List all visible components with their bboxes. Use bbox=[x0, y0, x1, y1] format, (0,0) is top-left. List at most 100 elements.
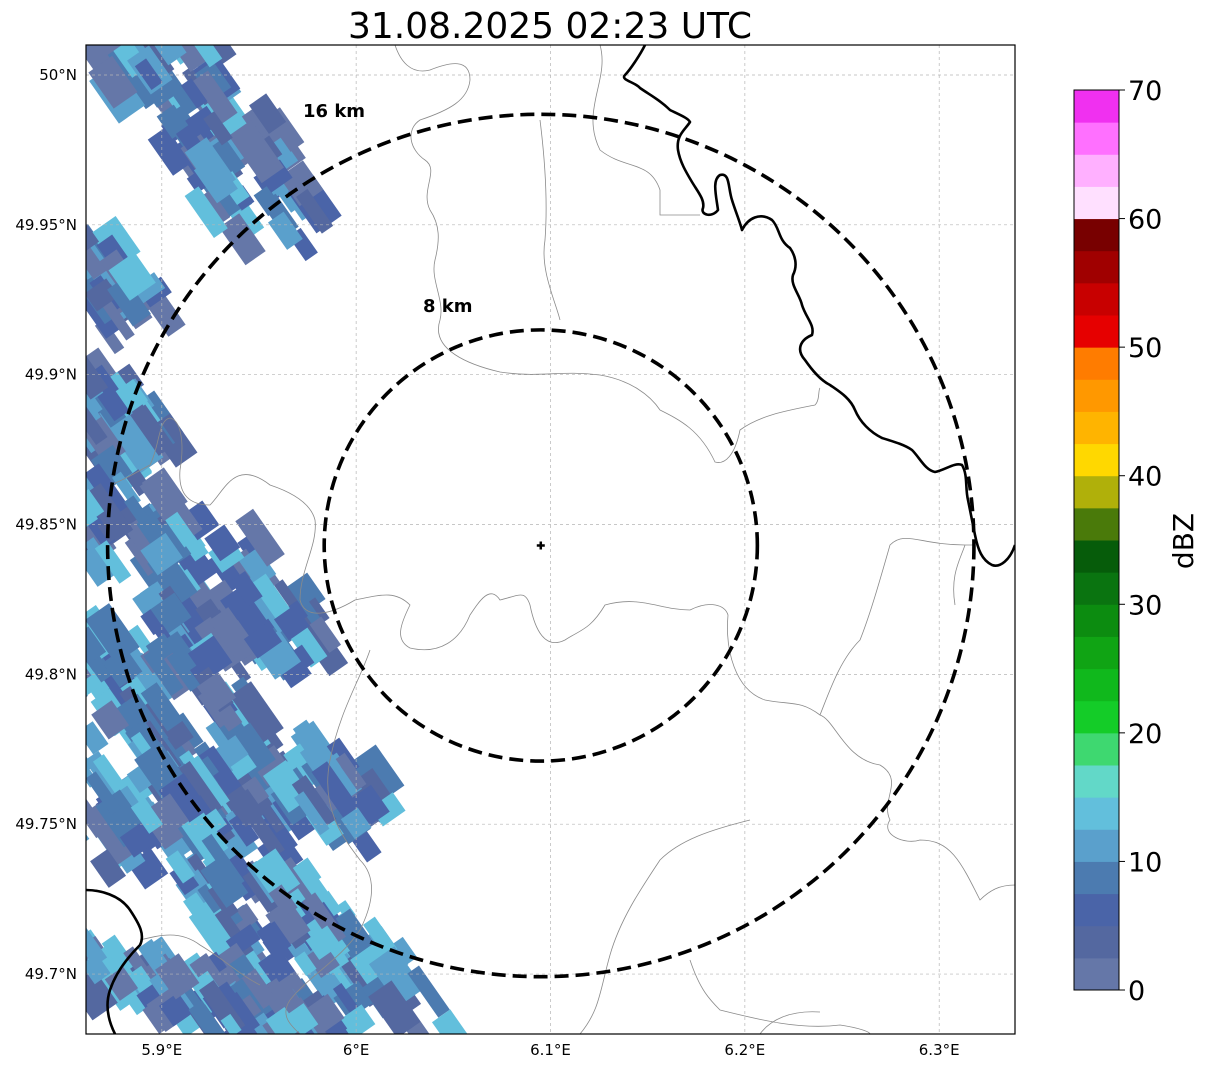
echo-cell bbox=[335, 752, 367, 791]
echo-cell bbox=[368, 946, 425, 1007]
echo-cell bbox=[86, 771, 122, 816]
echo-cell bbox=[43, 757, 83, 801]
colorbar-cell bbox=[1074, 700, 1119, 734]
echo-cell bbox=[86, 212, 100, 260]
boundary-line bbox=[689, 959, 871, 1034]
lat-tick-label: 49.75°N bbox=[15, 815, 77, 833]
lon-tick-label: 6°E bbox=[343, 1041, 370, 1059]
echo-cell bbox=[258, 948, 295, 986]
echo-cell bbox=[139, 473, 182, 522]
echo-cell bbox=[311, 761, 358, 816]
echo-cell bbox=[268, 884, 298, 917]
lat-tick-label: 49.85°N bbox=[15, 516, 77, 534]
admin-boundaries bbox=[109, 45, 1015, 1034]
echo-cell bbox=[431, 1009, 472, 1034]
boundary-line bbox=[539, 119, 561, 321]
echo-cell bbox=[86, 603, 140, 664]
echo-cell bbox=[199, 745, 242, 796]
echo-cell bbox=[279, 160, 324, 207]
echo-cell bbox=[207, 137, 246, 179]
colorbar-cell bbox=[1074, 797, 1119, 830]
colorbar-tick-label: 40 bbox=[1128, 462, 1162, 493]
echo-cell bbox=[108, 252, 156, 301]
echo-cell bbox=[196, 671, 237, 713]
colorbar-tick-label: 70 bbox=[1128, 76, 1162, 107]
colorbar-tick-label: 60 bbox=[1128, 205, 1162, 236]
latitude-tick-labels: 50°N 49.95°N 49.9°N 49.85°N 49.8°N 49.75°N 49.… bbox=[15, 66, 77, 983]
echo-cell bbox=[362, 916, 398, 957]
echo-cell bbox=[101, 934, 136, 974]
colorbar-tick-label: 10 bbox=[1128, 847, 1162, 878]
echo-cell bbox=[193, 1000, 228, 1034]
echo-cell bbox=[186, 169, 211, 194]
colorbar-cell bbox=[1074, 925, 1119, 959]
echo-cell bbox=[86, 657, 103, 701]
colorbar-cell bbox=[1074, 443, 1119, 477]
colorbar-cell bbox=[1074, 861, 1119, 895]
echo-cell bbox=[291, 774, 337, 829]
echo-cell bbox=[166, 650, 201, 692]
echo-cell bbox=[86, 235, 107, 280]
echo-cell bbox=[86, 626, 107, 665]
echo-cell bbox=[147, 126, 192, 176]
echo-cell bbox=[309, 616, 342, 653]
echo-cell bbox=[91, 700, 130, 740]
colorbar-cell bbox=[1074, 186, 1119, 220]
echo-cell bbox=[201, 808, 227, 835]
colorbar-cell bbox=[1074, 829, 1119, 862]
echo-cell bbox=[94, 540, 132, 584]
echo-cell bbox=[165, 850, 196, 884]
colorbar-cell bbox=[1074, 893, 1119, 927]
border-line bbox=[622, 45, 1015, 567]
colorbar-tick-label: 0 bbox=[1128, 976, 1145, 1007]
echo-cell bbox=[96, 45, 134, 56]
echo-cell bbox=[317, 890, 343, 919]
echo-cell bbox=[226, 722, 276, 777]
echo-cell bbox=[104, 966, 139, 1001]
echo-cell bbox=[172, 788, 204, 823]
echo-cell bbox=[296, 188, 334, 234]
range-ring bbox=[322, 328, 760, 763]
echo-cell bbox=[44, 686, 84, 726]
echo-cell bbox=[203, 111, 233, 146]
lon-tick-label: 6.3°E bbox=[919, 1041, 960, 1059]
echo-cell bbox=[407, 965, 450, 1018]
echo-cell bbox=[249, 93, 287, 134]
echo-cell bbox=[142, 45, 175, 76]
colorbar-cell bbox=[1074, 315, 1119, 348]
echo-cell bbox=[338, 1004, 376, 1034]
colorbar-cell bbox=[1074, 636, 1119, 670]
echo-cell bbox=[234, 968, 277, 1015]
colorbar-cell bbox=[1074, 507, 1119, 541]
echo-cell bbox=[192, 70, 238, 124]
echo-cell bbox=[250, 848, 301, 902]
echo-cell bbox=[88, 55, 138, 109]
echo-cell bbox=[130, 797, 164, 834]
echo-cell bbox=[208, 607, 258, 663]
echo-cell bbox=[293, 951, 317, 977]
echo-cell bbox=[93, 819, 134, 865]
colorbar-tick-label: 50 bbox=[1128, 333, 1162, 364]
echo-cell bbox=[229, 681, 284, 743]
colorbar-label: dBZ bbox=[1167, 513, 1200, 569]
echo-cell bbox=[86, 278, 119, 312]
echo-cell bbox=[180, 500, 220, 541]
lon-tick-label: 6.1°E bbox=[530, 1041, 571, 1059]
echo-cell bbox=[340, 807, 372, 840]
lat-tick-label: 49.8°N bbox=[25, 665, 77, 683]
echo-cell bbox=[219, 213, 266, 266]
map-title: 31.08.2025 02:23 UTC bbox=[348, 6, 752, 47]
echo-cell bbox=[265, 899, 311, 947]
colorbar-cell bbox=[1074, 122, 1119, 155]
boundary-line bbox=[592, 45, 700, 216]
echo-cell bbox=[11, 596, 52, 636]
echo-cell bbox=[275, 1029, 312, 1034]
colorbar-cells bbox=[1074, 90, 1119, 991]
echo-cell bbox=[86, 488, 105, 527]
colorbar-cell bbox=[1074, 154, 1119, 187]
echo-cell bbox=[158, 992, 193, 1027]
colorbar: 0 10 20 30 40 50 60 70 dBZ bbox=[1073, 76, 1200, 1007]
echo-cell bbox=[241, 103, 284, 149]
echo-cell bbox=[150, 793, 190, 835]
